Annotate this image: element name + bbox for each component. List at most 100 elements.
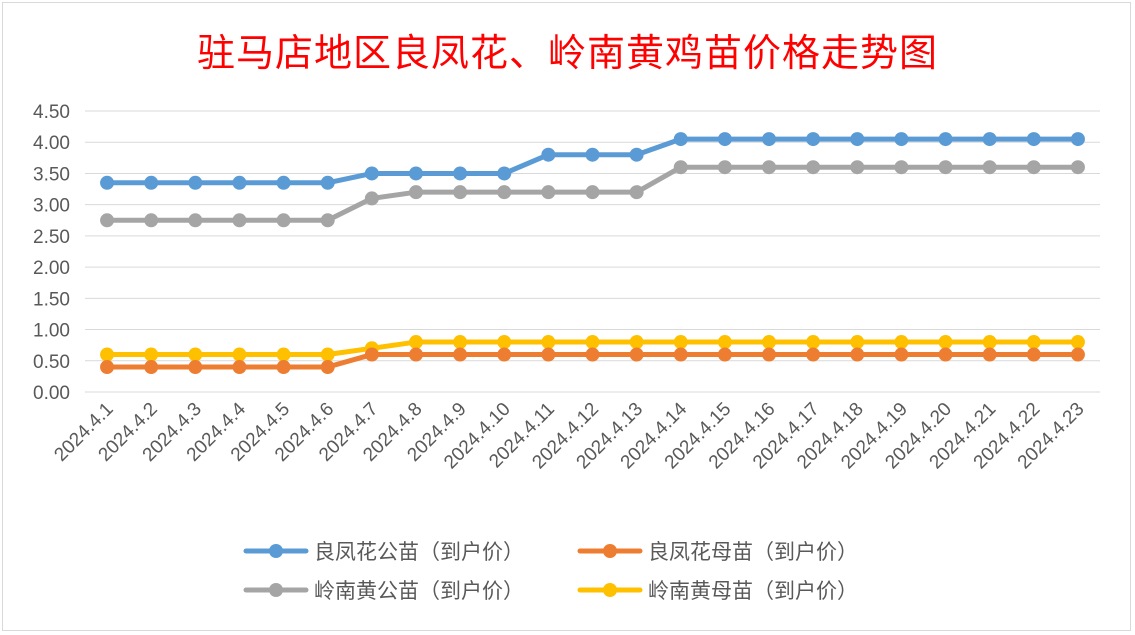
data-point (762, 347, 777, 362)
data-point (629, 347, 644, 362)
data-point (629, 335, 644, 350)
data-point (894, 160, 909, 175)
y-tick-label: 1.50 (33, 289, 70, 310)
y-tick-label: 0.50 (33, 352, 70, 373)
data-point (364, 166, 379, 181)
y-tick-label: 2.50 (33, 227, 70, 248)
data-point (408, 166, 423, 181)
data-point (408, 347, 423, 362)
data-point (894, 347, 909, 362)
y-tick-label: 3.50 (33, 164, 70, 185)
data-point (850, 347, 865, 362)
data-point (1026, 132, 1041, 147)
data-point (276, 175, 291, 190)
data-point (850, 132, 865, 147)
data-point (1026, 160, 1041, 175)
data-point (850, 160, 865, 175)
data-point (629, 185, 644, 200)
data-point (1070, 347, 1085, 362)
data-point (276, 360, 291, 375)
data-point (806, 347, 821, 362)
data-point (717, 347, 732, 362)
data-point (188, 360, 203, 375)
data-point (276, 347, 291, 362)
data-point (1026, 347, 1041, 362)
data-point (762, 335, 777, 350)
y-tick-label: 3.00 (33, 196, 70, 217)
legend-label: 良凤花母苗（到户价） (648, 540, 858, 564)
legend-swatch-marker (269, 583, 283, 597)
data-point (585, 335, 600, 350)
legend-swatch-marker (603, 544, 617, 558)
data-point (673, 347, 688, 362)
data-point (982, 160, 997, 175)
data-point (408, 335, 423, 350)
y-tick-label: 0.00 (33, 383, 70, 404)
data-point (453, 347, 468, 362)
data-point (320, 347, 335, 362)
data-point (541, 147, 556, 162)
data-point (497, 166, 512, 181)
data-point (188, 213, 203, 228)
data-point (806, 160, 821, 175)
data-point (144, 347, 159, 362)
data-point (938, 160, 953, 175)
data-point (717, 160, 732, 175)
data-point (938, 335, 953, 350)
data-point (144, 213, 159, 228)
data-point (894, 335, 909, 350)
data-point (982, 132, 997, 147)
data-point (1070, 132, 1085, 147)
data-point (144, 360, 159, 375)
data-point (144, 175, 159, 190)
data-point (673, 160, 688, 175)
data-point (497, 185, 512, 200)
legend-label: 良凤花公苗（到户价） (314, 540, 524, 564)
data-point (717, 335, 732, 350)
data-point (100, 360, 115, 375)
y-tick-label: 1.00 (33, 321, 70, 342)
data-point (453, 185, 468, 200)
data-point (276, 213, 291, 228)
legend-label: 岭南黄公苗（到户价） (314, 579, 524, 603)
data-point (320, 213, 335, 228)
data-point (1070, 160, 1085, 175)
data-point (453, 335, 468, 350)
data-point (982, 335, 997, 350)
legend-swatch-marker (269, 544, 283, 558)
data-point (762, 160, 777, 175)
data-point (232, 175, 247, 190)
data-point (1070, 335, 1085, 350)
data-point (585, 147, 600, 162)
data-point (364, 347, 379, 362)
data-point (894, 132, 909, 147)
data-point (541, 347, 556, 362)
data-point (453, 166, 468, 181)
y-tick-label: 4.00 (33, 133, 70, 154)
data-point (408, 185, 423, 200)
data-point (850, 335, 865, 350)
legend-swatch-marker (603, 583, 617, 597)
data-point (673, 132, 688, 147)
data-point (629, 147, 644, 162)
data-point (100, 213, 115, 228)
data-point (762, 132, 777, 147)
data-point (497, 335, 512, 350)
data-point (232, 347, 247, 362)
y-tick-label: 4.50 (33, 102, 70, 123)
data-point (806, 335, 821, 350)
data-point (364, 191, 379, 206)
data-point (188, 347, 203, 362)
data-point (100, 175, 115, 190)
data-point (938, 347, 953, 362)
chart-title: 驻马店地区良凤花、岭南黄鸡苗价格走势图 (196, 31, 938, 75)
data-point (541, 185, 556, 200)
data-point (982, 347, 997, 362)
data-point (938, 132, 953, 147)
data-point (232, 213, 247, 228)
data-point (320, 360, 335, 375)
legend-label: 岭南黄母苗（到户价） (648, 579, 858, 603)
data-point (188, 175, 203, 190)
